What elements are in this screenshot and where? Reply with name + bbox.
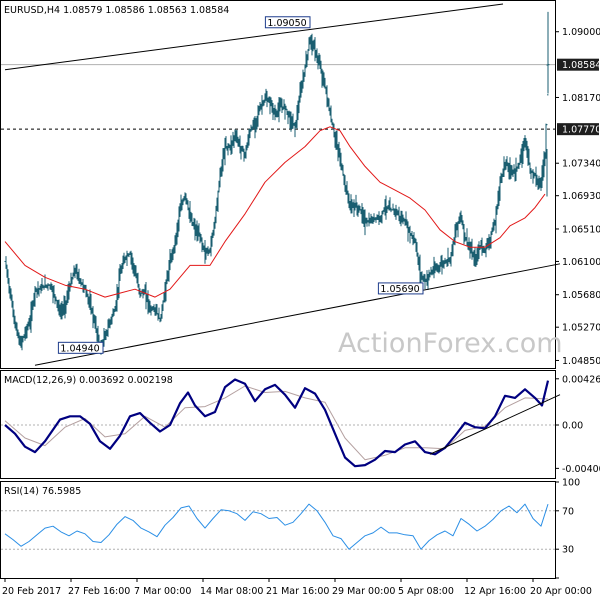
price-annotation-label: 1.09050 <box>267 18 306 29</box>
macd-chart-title: MACD(12,26,9) 0.003692 0.002198 <box>4 375 173 386</box>
price-panel <box>0 0 556 369</box>
macd-axis-label: 0.004266 <box>562 374 600 385</box>
price-axis-label: 1.06510 <box>562 224 600 235</box>
time-axis-label: 20 Feb 2017 <box>2 586 61 597</box>
time-axis-label: 27 Feb 16:00 <box>68 586 130 597</box>
macd-trendline <box>429 394 561 455</box>
rsi-chart-title: RSI(14) 76.5985 <box>4 486 81 497</box>
price-bar <box>545 94 549 197</box>
price-annotation-label: 1.04940 <box>60 343 99 354</box>
time-axis-label: 5 Apr 08:00 <box>398 586 454 597</box>
price-layer: 1.09050 1.05690 1.04940 <box>1 3 561 366</box>
current-price-tag-label: 1.08584 <box>562 60 600 71</box>
macd-signal-line <box>4 385 549 461</box>
price-annotation-box <box>57 341 104 354</box>
price-axis-label: 1.05270 <box>562 323 600 334</box>
price-axis-label: 1.04850 <box>562 356 600 367</box>
price-axis-label: 1.08170 <box>562 93 600 104</box>
time-axis-label: 14 Mar 08:00 <box>200 586 263 597</box>
level-price-tag-label: 1.07770 <box>562 125 600 136</box>
lower-channel-line <box>34 263 561 366</box>
price-annotation-box <box>377 282 424 295</box>
price-chart-title: EURUSD,H4 1.08579 1.08586 1.08563 1.0858… <box>4 5 229 16</box>
watermark: ActionForex.com <box>338 328 563 359</box>
rsi-axis-label: 70 <box>562 506 574 517</box>
level-price-tag <box>557 123 599 136</box>
price-bar <box>546 11 550 94</box>
price-axis-label: 1.07340 <box>562 159 600 170</box>
rsi-line <box>4 503 549 550</box>
price-annotation: 1.04940 <box>57 341 104 354</box>
time-axis-label: 21 Mar 16:00 <box>266 586 329 597</box>
current-price-tag <box>557 58 599 71</box>
upper-channel-line <box>4 3 504 71</box>
price-axis-label: 1.06100 <box>562 257 600 268</box>
rsi-layer <box>1 503 555 550</box>
price-axis-label: 1.09000 <box>562 27 600 38</box>
time-axis-label: 29 Mar 00:00 <box>332 586 395 597</box>
price-annotation: 1.05690 <box>377 282 424 295</box>
price-annotation: 1.09050 <box>264 16 311 29</box>
price-axis-label: 1.06930 <box>562 191 600 202</box>
time-axis-label: 20 Apr 00:00 <box>530 586 592 597</box>
macd-layer <box>1 378 561 468</box>
macd-axis-label: 0.00 <box>562 421 583 432</box>
rsi-axis-label: 100 <box>562 478 580 489</box>
moving-average-line <box>4 126 546 298</box>
price-axis-label: 1.05680 <box>562 290 600 301</box>
rsi-axis-label: 30 <box>562 545 574 556</box>
macd-line <box>4 378 550 468</box>
time-axis-label: 12 Apr 16:00 <box>464 586 526 597</box>
price-annotation-box <box>264 16 311 29</box>
axis-layer: 1.09000 1.08170 1.07340 1.06930 1.06510 1.061… <box>2 27 600 597</box>
price-annotation-label: 1.05690 <box>380 284 419 295</box>
time-axis-label: 7 Mar 00:00 <box>134 586 191 597</box>
macd-axis-label: -0.004004 <box>562 464 600 475</box>
rsi-panel <box>0 481 556 579</box>
